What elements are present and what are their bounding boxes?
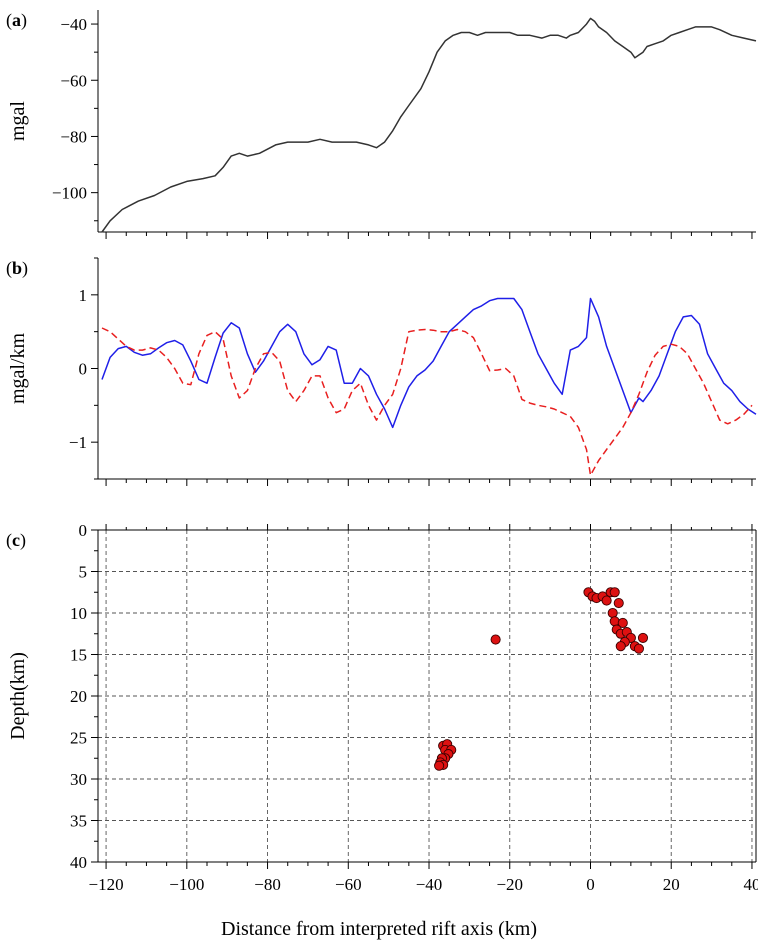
y-axis-label: Depth(km): [7, 652, 29, 740]
earthquake-point: [633, 643, 644, 654]
y-tick-label: 40: [70, 853, 87, 872]
y-axis-label: mgal: [7, 101, 29, 141]
x-axis-label: Distance from interpreted rift axis (km): [221, 918, 537, 940]
y-tick-label: 0: [79, 360, 88, 379]
x-tick-label: −100: [169, 875, 204, 894]
panel-b: 1 0 −1 (b) mgal/km: [6, 257, 757, 486]
earthquake-point: [609, 587, 620, 598]
x-tick-label: 20: [663, 875, 680, 894]
x-tick-label: 40: [743, 875, 758, 894]
series-line-dashed: [101, 327, 753, 477]
y-tick-label: 25: [70, 729, 87, 748]
x-tick-label: −120: [89, 875, 124, 894]
earthquake-point: [601, 595, 612, 606]
y-tick-label: 1: [79, 286, 88, 305]
panel-a: −40 −60 −80 −100 (a) mgal: [6, 10, 757, 239]
earthquake-point: [613, 597, 624, 609]
gravity-profile-figure: −40−60−80−100(a)mgal10−1(b)mgal/km051015…: [6, 10, 758, 894]
y-tick-label: 30: [70, 770, 87, 789]
earthquake-point: [490, 634, 501, 645]
y-tick-label: −40: [60, 15, 87, 34]
y-axis-label: mgal/km: [7, 333, 29, 405]
y-tick-label: 35: [70, 812, 87, 831]
y-tick-label: −1: [69, 433, 87, 452]
panel-label: (b): [6, 258, 28, 279]
x-tick-label: −80: [254, 875, 281, 894]
x-tick-label: −20: [496, 875, 523, 894]
earthquake-point: [607, 607, 618, 619]
series-line-solid: [101, 17, 757, 233]
earthquake-point: [609, 616, 620, 627]
y-tick-label: 15: [70, 646, 87, 665]
x-tick-label: −40: [416, 875, 443, 894]
y-tick-label: 0: [79, 521, 88, 540]
y-tick-label: −60: [60, 71, 87, 90]
y-tick-label: 10: [70, 604, 87, 623]
series-line-solid: [101, 297, 757, 429]
earthquake-point: [615, 641, 626, 652]
x-tick-label: 0: [586, 875, 595, 894]
earthquake-point: [617, 617, 628, 629]
y-tick-label: −80: [60, 127, 87, 146]
y-tick-label: 20: [70, 687, 87, 706]
y-tick-label: 5: [79, 563, 88, 582]
panel-label: (a): [6, 10, 27, 31]
x-tick-label: −60: [335, 875, 362, 894]
y-tick-label: −100: [52, 184, 87, 203]
earthquake-point: [434, 760, 445, 771]
earthquake-point: [637, 632, 649, 643]
panel-label: (c): [6, 530, 26, 551]
